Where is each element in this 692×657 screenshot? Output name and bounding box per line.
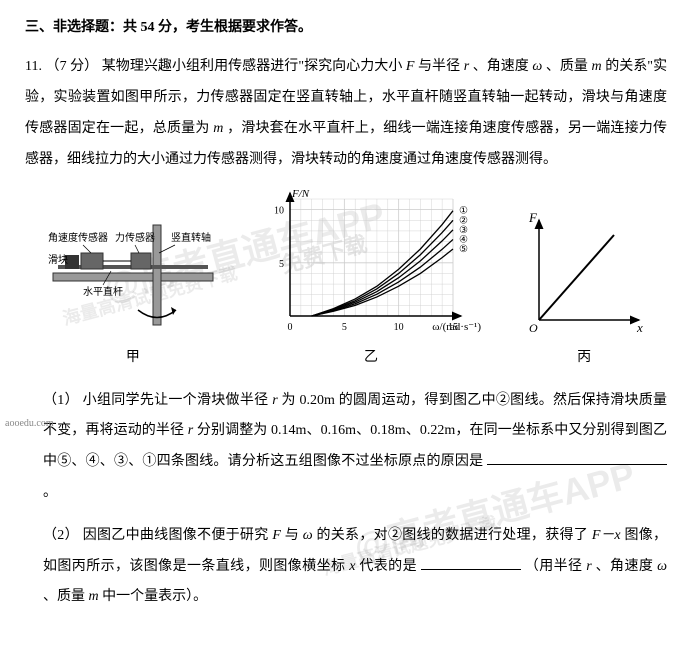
blank-answer-1 [487,448,667,465]
footer-url: aooedu.com [5,415,54,433]
svg-text:⑤: ⑤ [459,244,468,255]
svg-text:5: 5 [279,259,284,270]
section-title: 三、非选择题：共 54 分，考生根据要求作答。 [25,15,667,40]
figure-b-caption: 乙 [364,345,378,370]
svg-text:0: 0 [288,322,293,333]
apparatus-diagram: 角速度传感器 力传感器 竖直转轴 滑块 水平直杆 [43,205,223,340]
svg-text:O: O [529,321,538,335]
svg-text:F/N: F/N [291,188,310,200]
figure-c: F x O 丙 [519,210,649,370]
label-angular-sensor: 角速度传感器 [48,231,108,244]
question-points: （7 分） [46,59,99,74]
sub-question-2: （2） 因图乙中曲线图像不便于研究 F 与 ω 的关系，对②图线的数据进行处理，… [43,521,667,613]
chart-f-omega: 051015510F/Nω/(rad·s⁻¹)①②③④⑤ [258,185,483,340]
svg-text:F: F [528,210,538,225]
figure-a: 角速度传感器 力传感器 竖直转轴 滑块 水平直杆 甲 [43,205,223,370]
svg-text:x: x [636,320,643,335]
question-11: 11. （7 分） 某物理兴趣小组利用传感器进行"探究向心力大小 F 与半径 r… [25,52,667,175]
question-number: 11. [25,59,42,74]
question-text: 11. （7 分） 某物理兴趣小组利用传感器进行"探究向心力大小 F 与半径 r… [25,52,667,175]
label-vertical-axis: 竖直转轴 [171,231,211,244]
figure-a-caption: 甲 [126,345,140,370]
figure-c-caption: 丙 [577,345,591,370]
label-force-sensor: 力传感器 [115,231,155,244]
chart-f-x: F x O [519,210,649,340]
svg-text:10: 10 [394,322,404,333]
label-hrod: 水平直杆 [83,285,123,298]
sub-question-1: （1） 小组同学先让一个滑块做半径 r 为 0.20m 的圆周运动，得到图乙中②… [43,386,667,509]
svg-text:ω/(rad·s⁻¹): ω/(rad·s⁻¹) [433,321,482,333]
svg-text:10: 10 [274,206,284,217]
svg-text:5: 5 [342,322,347,333]
figures-row: 角速度传感器 力传感器 竖直转轴 滑块 水平直杆 甲 051015510F/Nω… [25,185,667,370]
figure-b: 051015510F/Nω/(rad·s⁻¹)①②③④⑤ 乙 [258,185,483,370]
blank-answer-2 [421,553,521,570]
label-slider: 滑块 [48,254,68,266]
